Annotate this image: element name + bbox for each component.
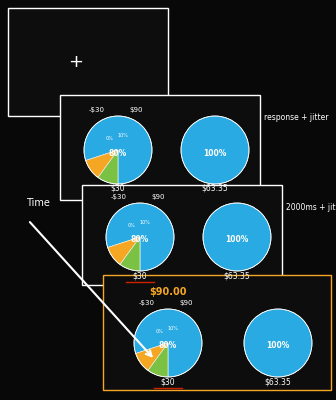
Text: 80%: 80%: [109, 148, 127, 158]
Wedge shape: [136, 343, 168, 370]
Text: $90: $90: [179, 300, 193, 306]
Text: 2000ms + jitter: 2000ms + jitter: [286, 203, 336, 212]
Text: -$30: -$30: [139, 300, 155, 306]
Wedge shape: [84, 116, 152, 184]
Wedge shape: [98, 150, 118, 184]
Text: 0%: 0%: [155, 329, 163, 334]
Text: $30: $30: [161, 377, 175, 386]
Wedge shape: [120, 237, 140, 271]
Text: 100%: 100%: [225, 236, 249, 244]
Text: $30: $30: [133, 271, 147, 280]
Text: response + jitter: response + jitter: [264, 113, 329, 122]
Wedge shape: [244, 309, 312, 377]
Wedge shape: [108, 237, 140, 264]
Text: $63.35: $63.35: [202, 184, 228, 193]
Bar: [8, 8, 168, 116]
Text: 80%: 80%: [131, 236, 149, 244]
Text: -$30: -$30: [89, 107, 105, 113]
Text: $63.35: $63.35: [224, 271, 250, 280]
Text: $30: $30: [111, 184, 125, 193]
Wedge shape: [106, 203, 174, 271]
Text: $90: $90: [151, 194, 165, 200]
Text: $63.35: $63.35: [265, 377, 291, 386]
Bar: [103, 275, 331, 390]
Text: -$30: -$30: [111, 194, 127, 200]
Text: $90: $90: [129, 107, 143, 113]
Text: 10%: 10%: [118, 133, 128, 138]
Bar: [60, 95, 260, 200]
Text: 80%: 80%: [159, 342, 177, 350]
Text: +: +: [68, 53, 83, 71]
Text: Time: Time: [26, 198, 50, 208]
Text: 100%: 100%: [266, 342, 290, 350]
Wedge shape: [148, 343, 168, 377]
Text: 100%: 100%: [203, 148, 227, 158]
Wedge shape: [134, 309, 202, 377]
Text: 10%: 10%: [139, 220, 151, 225]
Wedge shape: [86, 150, 118, 178]
Text: $90.00: $90.00: [149, 287, 187, 297]
Wedge shape: [203, 203, 271, 271]
Text: 0%: 0%: [105, 136, 113, 141]
Bar: [82, 185, 282, 285]
Text: 0%: 0%: [127, 223, 135, 228]
Text: 10%: 10%: [168, 326, 178, 331]
Wedge shape: [181, 116, 249, 184]
